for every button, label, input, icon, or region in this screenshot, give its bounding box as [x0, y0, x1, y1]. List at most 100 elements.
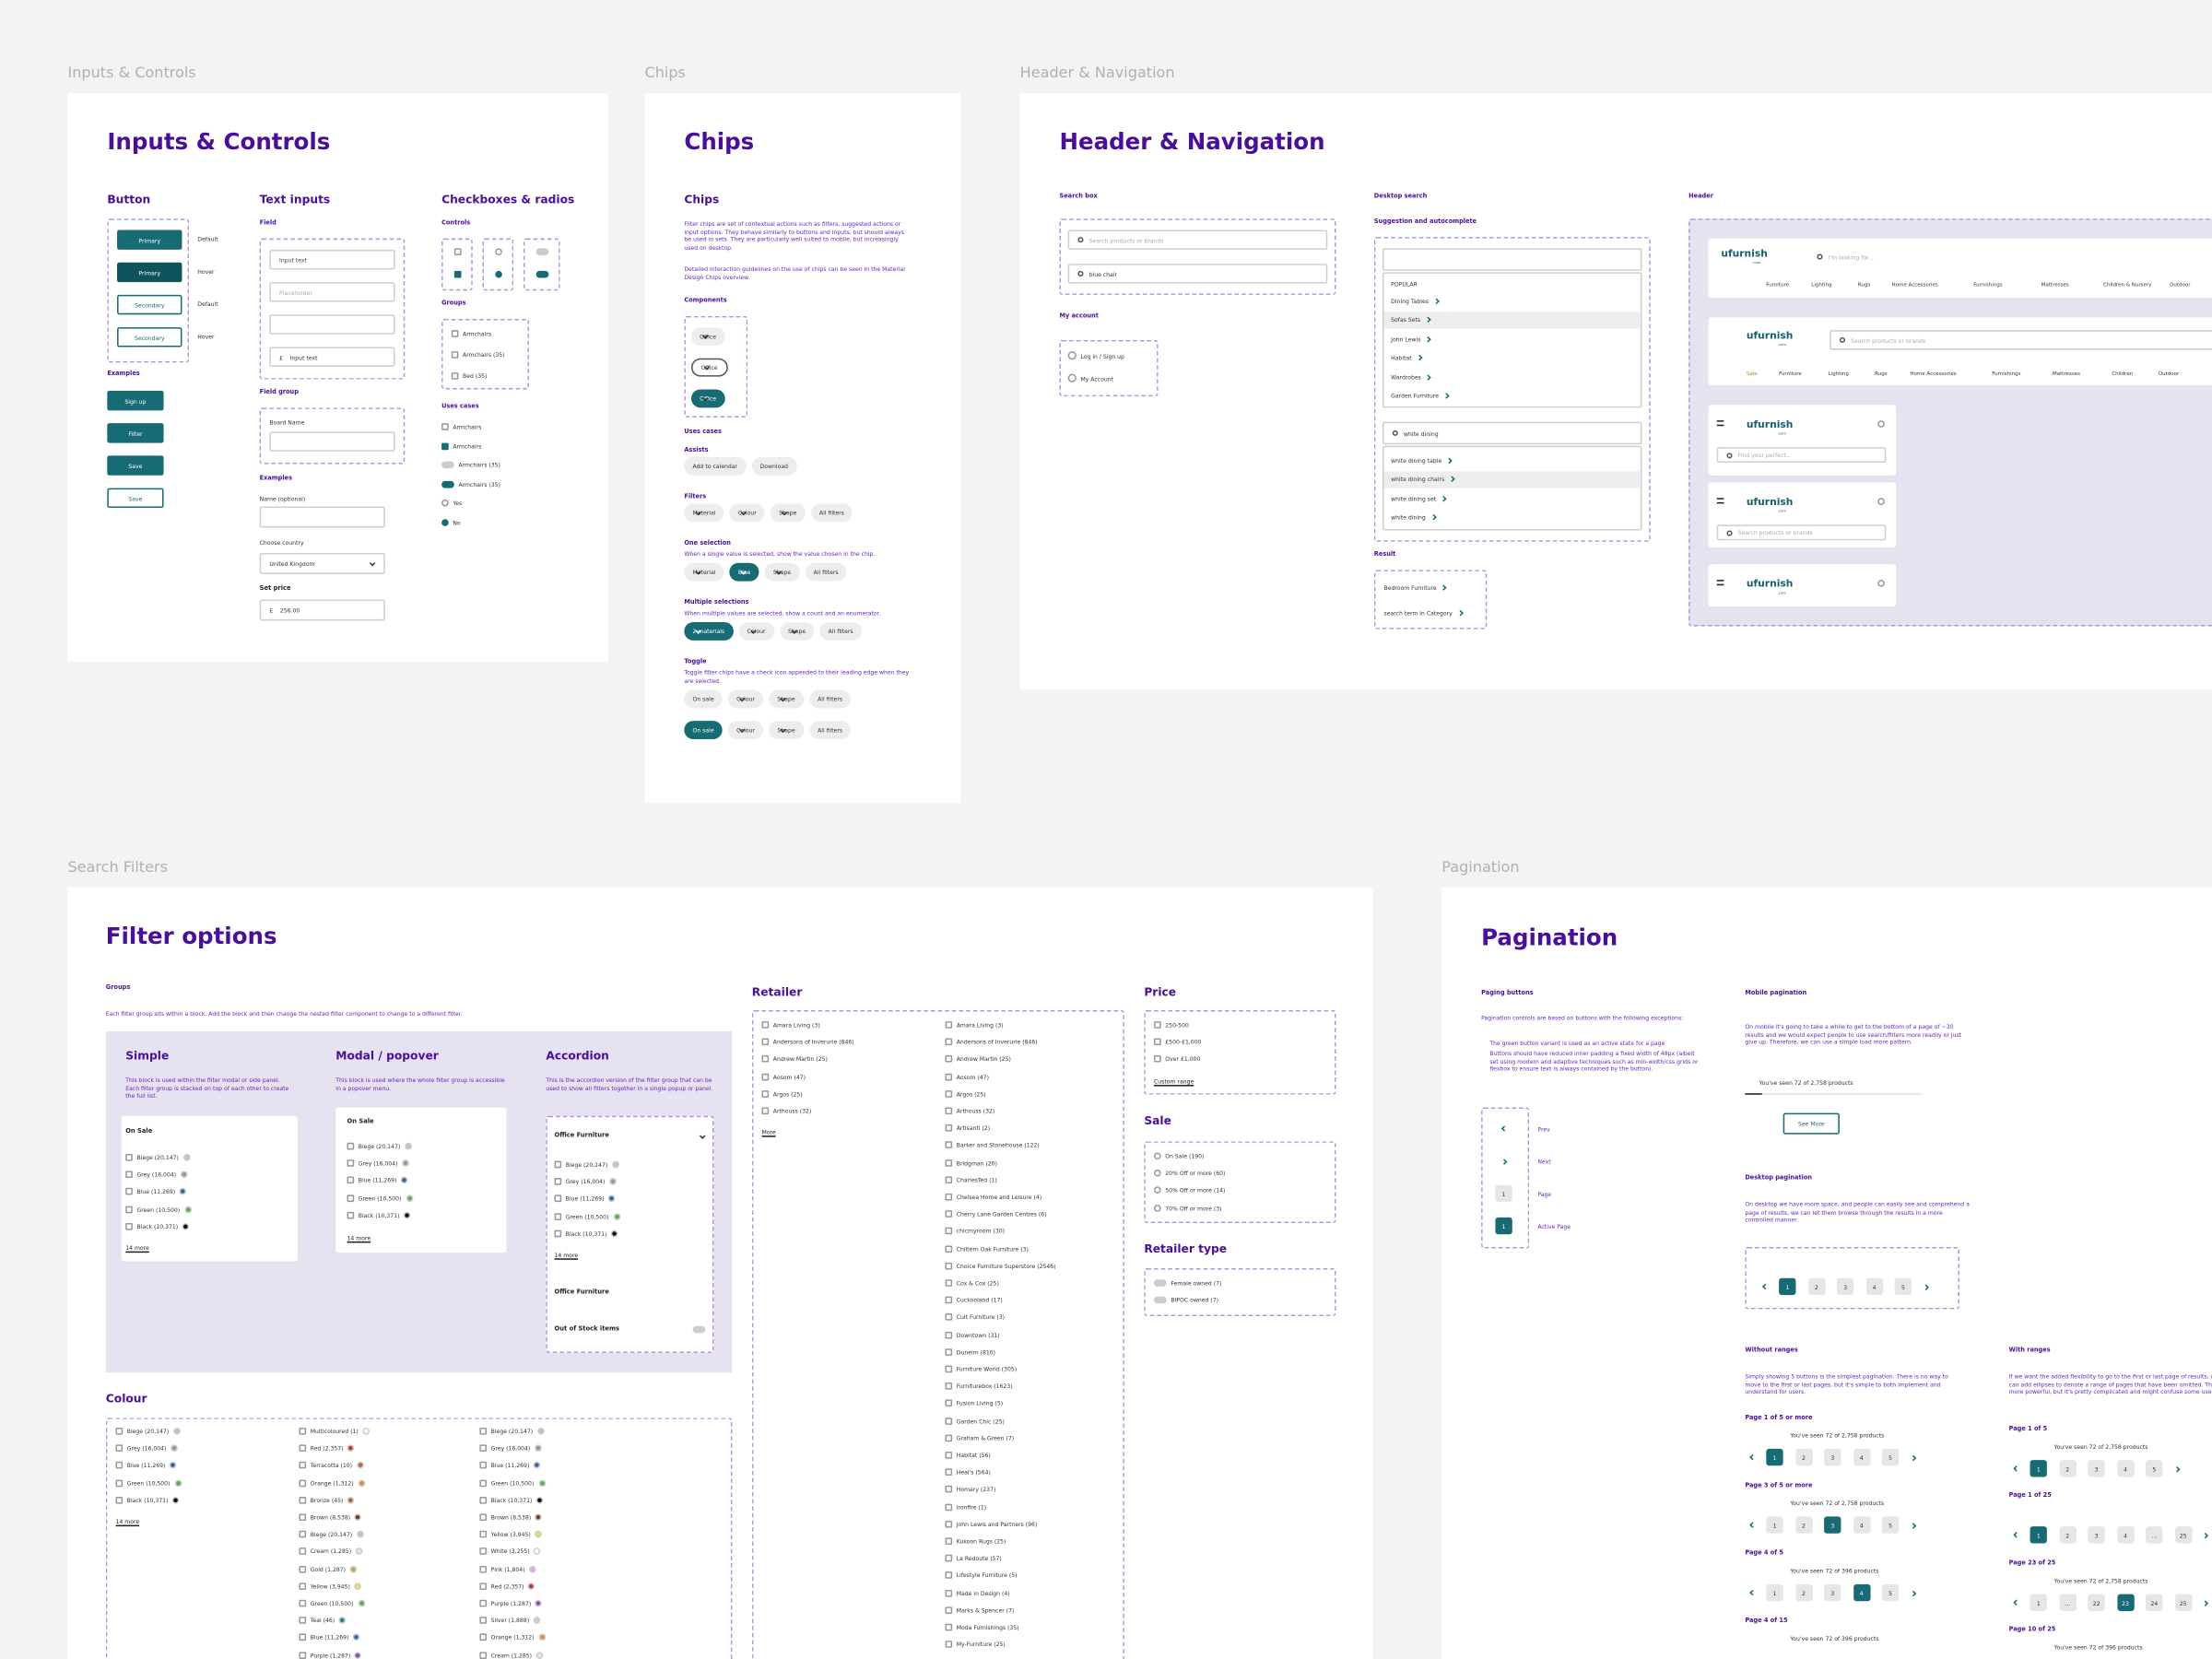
page-button[interactable]: 22: [2088, 1594, 2105, 1611]
page-button[interactable]: 3: [2088, 1526, 2105, 1544]
chip[interactable]: Colour: [727, 721, 764, 740]
nav-item[interactable]: Children & Nursery: [2103, 282, 2152, 288]
page-button[interactable]: 3: [1824, 1583, 1841, 1602]
search-text[interactable]: white dining: [1403, 429, 1439, 437]
chip[interactable]: Shape: [764, 562, 800, 582]
page-button[interactable]: 5: [1881, 1583, 1900, 1602]
page-button[interactable]: 2: [1794, 1448, 1813, 1466]
button[interactable]: Secondary: [117, 294, 182, 315]
chip[interactable]: All filters: [808, 689, 852, 709]
chip[interactable]: Material: [684, 503, 724, 523]
chip[interactable]: All filters: [810, 503, 853, 523]
nav-item[interactable]: Mattresses: [2053, 371, 2080, 377]
page-button[interactable]: 3: [2088, 1460, 2105, 1477]
chip[interactable]: Shape: [779, 621, 815, 641]
button[interactable]: Secondary: [117, 327, 182, 347]
search-text[interactable]: Search products or brands: [1737, 528, 1813, 536]
page-button[interactable]: 1: [1766, 1516, 1783, 1534]
chip[interactable]: Download: [751, 456, 797, 476]
more-link[interactable]: 14 more: [554, 1251, 579, 1259]
chip[interactable]: All filters: [819, 621, 862, 641]
chip[interactable]: Shape: [769, 689, 804, 709]
page-button[interactable]: 2: [1807, 1277, 1825, 1296]
button[interactable]: Primary: [117, 229, 182, 250]
page-button[interactable]: 1: [1766, 1448, 1783, 1466]
nav-item[interactable]: Sale: [1746, 371, 1758, 377]
page-button[interactable]: 1: [1766, 1583, 1783, 1602]
nav-item[interactable]: Outdoor: [2158, 371, 2180, 377]
button[interactable]: Save: [107, 488, 164, 509]
more-link[interactable]: More: [761, 1128, 776, 1136]
nav-item[interactable]: Outdoor: [2170, 282, 2191, 288]
suggestion-text[interactable]: Garden Furniture: [1391, 392, 1440, 400]
nav-item[interactable]: Furniture: [1779, 371, 1802, 377]
nav-item[interactable]: Furnishings: [1992, 371, 2021, 377]
chip[interactable]: Material: [684, 562, 724, 582]
page-button[interactable]: ...: [2146, 1526, 2163, 1544]
page-button[interactable]: 4: [1853, 1583, 1870, 1602]
result-text[interactable]: search term in Category: [1383, 609, 1453, 617]
more-link[interactable]: 14 more: [347, 1234, 371, 1241]
nav-item[interactable]: Home Accessories: [1910, 371, 1957, 377]
page-button[interactable]: 1: [2030, 1460, 2048, 1477]
chip[interactable]: Blue: [729, 562, 759, 582]
page-button[interactable]: 4: [1853, 1448, 1870, 1466]
suggestion-text[interactable]: white dining chairs: [1391, 475, 1445, 483]
chip[interactable]: Colour: [729, 503, 765, 523]
button[interactable]: Filter: [107, 423, 164, 443]
select-value[interactable]: United Kingdom: [269, 559, 315, 568]
page-button[interactable]: 2: [2059, 1460, 2077, 1477]
page-button[interactable]: 23: [2116, 1594, 2135, 1611]
nav-item[interactable]: Home Accessories: [1891, 282, 1938, 288]
page-button[interactable]: 5: [1881, 1448, 1900, 1466]
chip[interactable]: All filters: [805, 562, 847, 582]
custom-range[interactable]: Custom range: [1154, 1077, 1194, 1086]
page-button[interactable]: 1: [2030, 1594, 2048, 1611]
page-button[interactable]: 1: [1495, 1184, 1512, 1203]
chip[interactable]: On sale: [684, 721, 723, 740]
nav-item[interactable]: Mattresses: [2041, 282, 2069, 288]
page-button[interactable]: 3: [1824, 1516, 1841, 1534]
chip[interactable]: Shape: [769, 721, 804, 740]
button[interactable]: Primary: [117, 262, 182, 283]
chip[interactable]: Colour: [727, 689, 764, 709]
suggestion-text[interactable]: white dining: [1391, 513, 1426, 521]
nav-item[interactable]: Rugs: [1857, 282, 1871, 288]
suggestion-text[interactable]: Wardrobes: [1391, 372, 1421, 381]
page-button[interactable]: 1: [1495, 1217, 1512, 1235]
chip[interactable]: Office: [690, 389, 725, 408]
suggestion-text[interactable]: Habitat: [1391, 354, 1412, 361]
chip[interactable]: Office: [690, 327, 725, 346]
page-button[interactable]: 2: [1794, 1516, 1813, 1534]
page-button[interactable]: 5: [2146, 1460, 2163, 1477]
button[interactable]: See More: [1783, 1112, 1840, 1135]
suggestion-text[interactable]: white dining set: [1391, 494, 1437, 502]
page-button[interactable]: 5: [1881, 1516, 1900, 1534]
nav-item[interactable]: Rugs: [1875, 371, 1888, 377]
group-title[interactable]: Office Furniture: [554, 1288, 609, 1297]
group-title[interactable]: Office Furniture: [554, 1133, 609, 1140]
page-button[interactable]: 4: [1853, 1516, 1870, 1534]
result-text[interactable]: Bedroom Furniture: [1383, 583, 1437, 592]
account-link[interactable]: Log in / Sign up: [1080, 351, 1124, 359]
page-button[interactable]: 5: [1894, 1277, 1912, 1296]
button[interactable]: Save: [107, 455, 164, 476]
page-button[interactable]: 25: [2174, 1594, 2192, 1611]
page-button[interactable]: 4: [2116, 1526, 2135, 1544]
page-button[interactable]: 24: [2146, 1594, 2163, 1611]
nav-item[interactable]: Children: [2112, 371, 2134, 377]
button[interactable]: Sign up: [107, 390, 164, 411]
page-button[interactable]: 1: [2030, 1526, 2048, 1544]
suggestion-text[interactable]: John Lewis: [1391, 335, 1421, 343]
page-button[interactable]: 2: [1794, 1583, 1813, 1602]
chip[interactable]: All filters: [808, 721, 852, 740]
page-button[interactable]: 2: [2059, 1526, 2077, 1544]
more-link[interactable]: 14 more: [125, 1243, 149, 1252]
search-text[interactable]: blue chair: [1088, 270, 1118, 277]
page-button[interactable]: 3: [1824, 1448, 1841, 1466]
nav-item[interactable]: Lighting: [1811, 282, 1832, 288]
suggestion-text[interactable]: Dining Tables: [1391, 297, 1429, 304]
suggestion-text[interactable]: white dining table: [1391, 456, 1442, 464]
more-link[interactable]: 14 more: [115, 1517, 140, 1525]
chip[interactable]: Shape: [771, 503, 806, 523]
